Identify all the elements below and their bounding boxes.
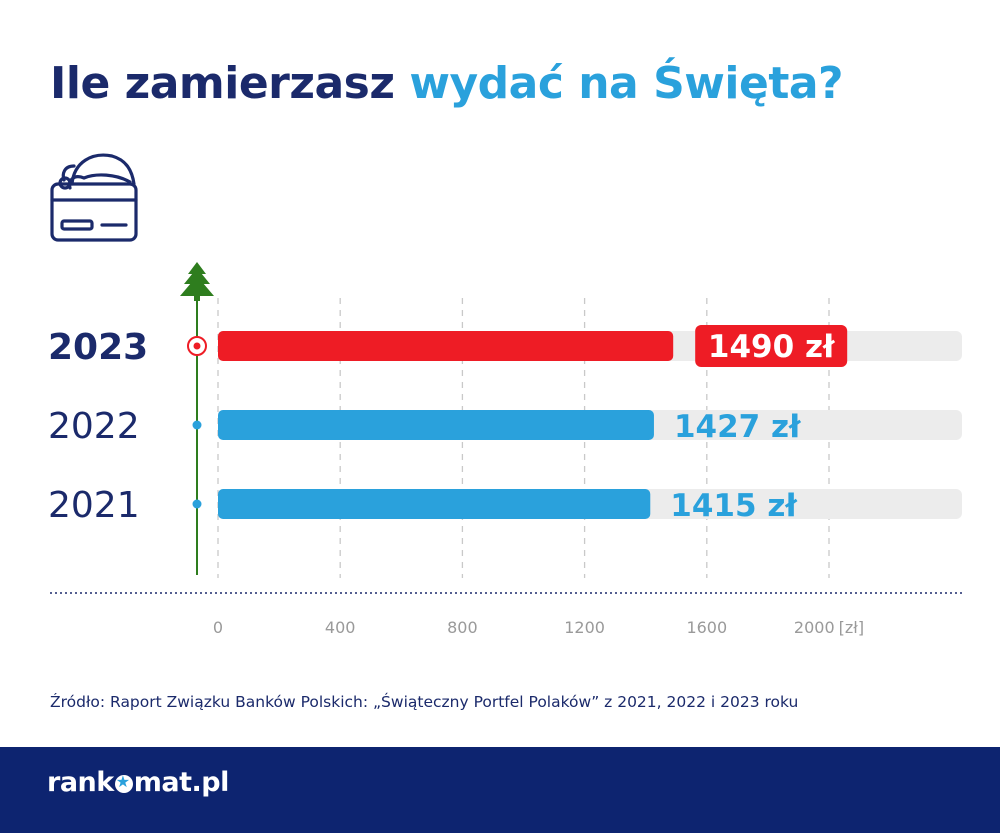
footer-band: rank mat.pl [0,747,1000,833]
x-tick-label: 2000 [zł] [794,618,864,637]
value-labels: 1490 zł 1427 zł 1415 zł [670,325,848,524]
christmas-tree-icon [180,262,214,301]
x-unit-label: [zł] [839,618,864,637]
value-label: 1490 zł [708,329,836,365]
x-tick-label: 1200 [564,618,605,637]
value-label: 1427 zł [674,409,802,445]
category-label: 2021 [48,485,140,526]
x-tick-labels: 0 400 800 1200 1600 2000 [zł] [213,618,864,637]
x-tick-label: 1600 [686,618,727,637]
bar-2023 [218,331,674,361]
source-note: Źródło: Raport Związku Banków Polskich: … [50,693,799,711]
x-tick-label: 800 [447,618,478,637]
bar-chart: 1490 zł 1427 zł 1415 zł 2023 2022 2021 0 400 8… [48,262,962,637]
star-icon [114,772,133,793]
category-label: 2022 [48,406,140,447]
category-labels: 2023 2022 2021 [48,327,207,526]
brand-text-before: rank [47,767,114,798]
value-label: 1415 zł [670,488,798,524]
brand-logo: rank mat.pl [47,767,229,798]
bars [218,331,674,519]
bar-2021 [218,489,651,519]
x-tick-label: 400 [325,618,356,637]
page-title: Ile zamierzasz wydać na Święta? [50,58,844,109]
title-part-2: wydać na Święta? [409,58,844,109]
credit-card-santa-hat-icon [50,153,138,242]
timeline-marker-dot [193,342,201,350]
bar-2022 [218,410,654,440]
value-label-box [695,325,848,367]
title-part-1: Ile zamierzasz [50,58,410,109]
gridlines [217,298,830,578]
brand-text-after: mat.pl [133,767,230,798]
timeline-marker [192,499,202,509]
x-tick-label: 0 [213,618,223,637]
category-label: 2023 [48,327,148,368]
timeline [180,262,214,575]
timeline-marker [192,420,202,430]
